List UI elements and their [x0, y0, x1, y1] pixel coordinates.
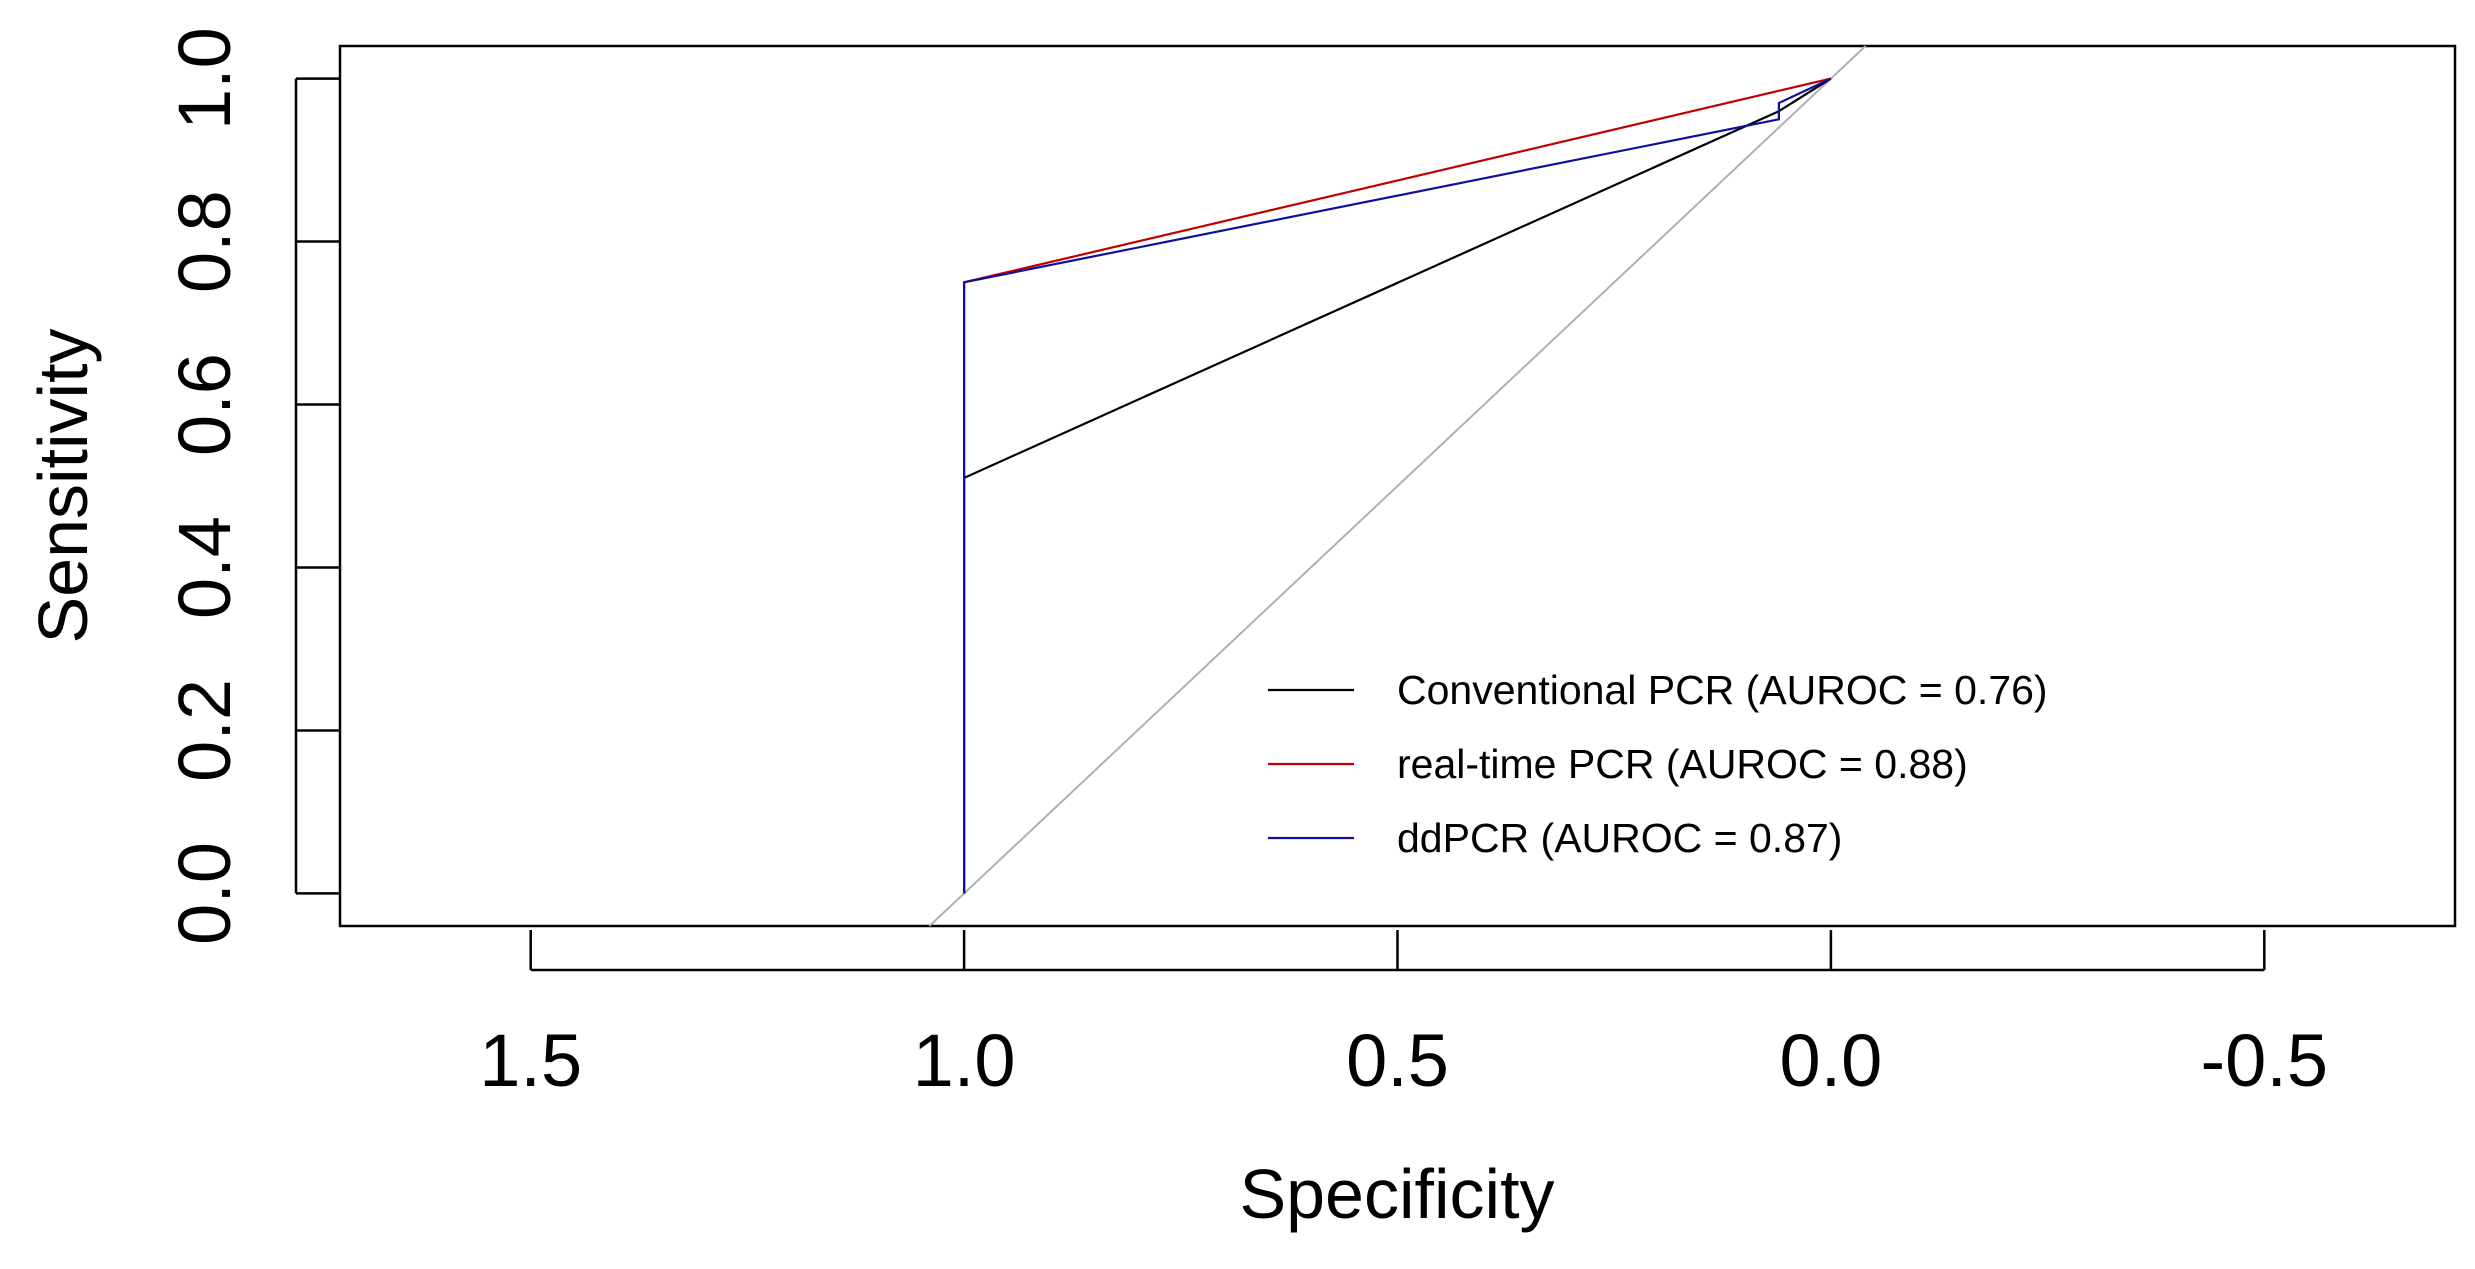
x-tick-label-0: 1.5 [479, 1019, 582, 1102]
y-tick-label-2: 0.4 [163, 516, 246, 619]
x-tick-label-1: 1.0 [913, 1019, 1016, 1102]
series-line-2 [962, 77, 1832, 894]
y-tick-label-0: 0.0 [163, 842, 246, 945]
y-tick-label-5: 1.0 [163, 27, 246, 130]
legend-label-1: real-time PCR (AUROC = 0.88) [1397, 741, 1968, 787]
x-axis: 1.5 1.0 0.5 0.0 -0.5 [479, 930, 2328, 1102]
plot-frame [338, 44, 2457, 928]
x-tick-label-2: 0.5 [1346, 1019, 1449, 1102]
x-tick-label-3: 0.0 [1779, 1019, 1882, 1102]
y-tick-label-1: 0.2 [163, 679, 246, 782]
x-tick-label-4: -0.5 [2201, 1019, 2329, 1102]
legend: Conventional PCR (AUROC = 0.76) real-time… [1268, 667, 2048, 861]
x-axis-title: Specificity [1239, 1155, 1554, 1233]
y-axis: 0.0 0.2 0.4 0.6 0.8 1.0 [163, 27, 340, 945]
series-layer [962, 77, 1832, 894]
legend-label-0: Conventional PCR (AUROC = 0.76) [1397, 667, 2048, 713]
legend-label-2: ddPCR (AUROC = 0.87) [1397, 815, 1842, 861]
reference-layer [928, 45, 1867, 927]
y-axis-title: Sensitivity [24, 328, 102, 643]
y-tick-label-3: 0.6 [163, 353, 246, 456]
reference-diagonal [928, 45, 1867, 927]
y-tick-label-4: 0.8 [163, 190, 246, 293]
